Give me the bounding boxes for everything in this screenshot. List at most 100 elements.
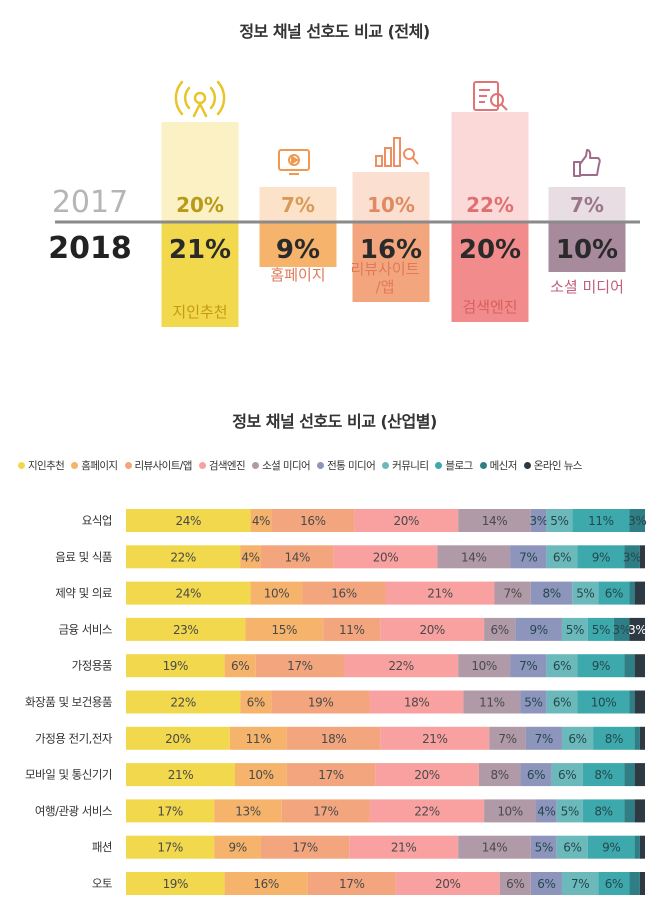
segment-value-label: 10%: [471, 659, 496, 673]
segment: [634, 835, 640, 859]
segment-value-label: 22%: [414, 804, 439, 818]
segment-value-label: 7%: [535, 732, 553, 746]
row-label: 요식업: [82, 514, 112, 528]
legend-swatch: [435, 462, 443, 469]
segment: [214, 799, 282, 823]
segment-value-label: 19%: [163, 877, 188, 891]
segment-value-label: 6%: [491, 623, 509, 637]
segment: [530, 509, 547, 532]
segment: [281, 799, 370, 823]
legend-item: 검색엔진: [198, 458, 246, 473]
segment-value-label: 18%: [321, 732, 346, 746]
segment-value-label: 9%: [529, 623, 547, 637]
review-chart-icon: [375, 137, 419, 167]
document-search-icon: [473, 81, 508, 111]
segment: [613, 617, 630, 641]
segment-value-label: 17%: [292, 841, 317, 855]
segment-value-label: 6%: [231, 659, 249, 673]
segment: [484, 799, 537, 823]
segment: [530, 872, 562, 895]
legend-label: 홈페이지: [81, 460, 118, 472]
segment: [624, 763, 635, 787]
segment: [224, 872, 308, 895]
segment-value-label: 7%: [519, 659, 537, 673]
thumbs-up-icon: [573, 149, 601, 177]
segment-value-label: 3%: [529, 514, 547, 528]
value-label-2017-0: 20%: [176, 193, 224, 217]
segment: [234, 763, 287, 787]
segment: [395, 872, 500, 895]
segment-value-label: 9%: [592, 659, 610, 673]
row-label: 금융 서비스: [58, 622, 112, 636]
segment: [561, 617, 588, 641]
legend-item: 지인추천: [18, 458, 65, 473]
segment-value-label: 3%: [613, 623, 631, 637]
segment-value-label: 7%: [498, 732, 516, 746]
segment: [333, 545, 438, 569]
segment-value-label: 10%: [497, 804, 522, 818]
segment: [593, 726, 635, 750]
value-label-2017-2: 10%: [367, 193, 415, 217]
segment-value-label: 24%: [176, 587, 201, 601]
segment: [582, 763, 625, 787]
segment: [126, 835, 215, 859]
segment: [126, 799, 215, 823]
bar-2018-3: [451, 222, 529, 322]
segment: [250, 581, 303, 605]
segment: [634, 690, 645, 714]
segment: [126, 654, 225, 678]
segment: [240, 690, 272, 714]
top-chart-title: 정보 채널 선호도 비교 (전체): [239, 22, 430, 41]
segment-value-label: 6%: [553, 696, 571, 710]
segment: [546, 690, 578, 714]
segment-value-label: 3%: [628, 623, 646, 637]
category-label-4: 소셜 미디어: [550, 278, 624, 296]
bar-2017-2: [352, 172, 430, 222]
segment: [126, 690, 241, 714]
segment: [463, 690, 521, 714]
segment-value-label: 18%: [404, 696, 429, 710]
segment-value-label: 10%: [248, 768, 273, 782]
segment: [639, 726, 645, 750]
bar-2018-4: [548, 222, 626, 272]
value-label-2018-1: 9%: [276, 235, 320, 265]
segment: [245, 617, 324, 641]
value-label-2017-3: 22%: [466, 193, 514, 217]
segment: [229, 726, 287, 750]
value-label-2018-4: 10%: [556, 235, 618, 265]
segment-value-label: 8%: [594, 804, 612, 818]
segment-value-label: 6%: [605, 877, 623, 891]
segment-value-label: 3%: [628, 514, 646, 528]
segment-value-label: 14%: [461, 550, 486, 564]
bottom-chart-title: 정보 채널 선호도 비교 (산업별): [232, 412, 437, 431]
bar-2017-3: [451, 112, 529, 222]
segment: [510, 654, 547, 678]
legend-label: 커뮤니티: [392, 460, 429, 472]
value-label-2018-2: 16%: [360, 235, 422, 265]
segment-value-label: 4%: [537, 804, 555, 818]
segment-value-label: 5%: [550, 514, 568, 528]
segment: [556, 799, 583, 823]
segment-value-label: 11%: [246, 732, 271, 746]
category-label-0: 지인추천: [172, 303, 227, 321]
segment: [307, 872, 396, 895]
segment-value-label: 6%: [605, 587, 623, 601]
segment: [598, 581, 630, 605]
segment: [634, 726, 640, 750]
legend-item: 전통 미디어: [317, 458, 376, 473]
segment-value-label: 16%: [300, 514, 325, 528]
segment-value-label: 23%: [173, 623, 198, 637]
segment: [536, 799, 557, 823]
segment-value-label: 24%: [176, 514, 201, 528]
segment-value-label: 17%: [287, 659, 312, 673]
year-2017-label: 2017: [52, 185, 128, 220]
segment-value-label: 20%: [373, 550, 398, 564]
legend-label: 검색엔진: [208, 460, 246, 472]
segment: [577, 690, 630, 714]
segment: [271, 509, 355, 532]
bar-2018-2: [352, 222, 430, 302]
segment: [271, 690, 370, 714]
segment: [489, 726, 526, 750]
segment: [530, 581, 573, 605]
segment: [126, 617, 246, 641]
